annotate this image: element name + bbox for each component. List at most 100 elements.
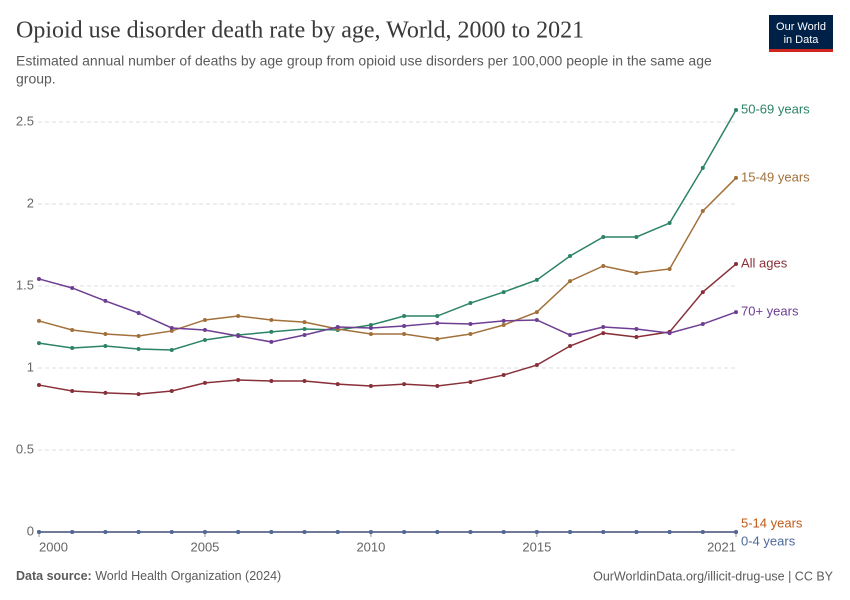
data-point: [468, 301, 473, 306]
data-point: [335, 530, 340, 534]
data-point: [402, 332, 407, 337]
data-point: [568, 279, 573, 284]
legend-label: 15-49 years: [741, 169, 810, 184]
data-point: [335, 325, 340, 329]
data-point: [37, 341, 41, 346]
x-tick-label: 2010: [356, 539, 385, 554]
data-point: [634, 335, 639, 340]
chart-subtitle: Estimated annual number of deaths by age…: [16, 53, 712, 69]
data-point: [37, 318, 41, 323]
y-tick-label: 2.5: [16, 113, 34, 128]
data-point: [700, 209, 705, 214]
data-point: [501, 323, 506, 328]
url-license[interactable]: OurWorldinData.org/illicit-drug-use | CC…: [593, 569, 834, 583]
data-point: [568, 333, 573, 338]
data-point: [601, 234, 606, 239]
x-tick-label: 2005: [190, 539, 219, 554]
series-line: [38, 263, 737, 395]
data-point: [368, 384, 373, 389]
data-point: [70, 327, 75, 332]
data-point: [70, 530, 75, 534]
data-point: [700, 322, 705, 327]
source-text: World Health Organization (2024): [95, 569, 281, 583]
data-point: [202, 317, 207, 322]
data-point: [103, 344, 108, 349]
data-point: [601, 331, 606, 336]
series-line: [38, 278, 737, 343]
data-point: [169, 328, 174, 333]
data-point: [534, 530, 539, 534]
data-point: [568, 253, 573, 258]
legend-label: 50-69 years: [741, 101, 810, 116]
y-tick-label: 2: [27, 195, 34, 210]
data-point: [169, 347, 174, 352]
data-point: [601, 530, 606, 534]
data-point: [601, 325, 606, 329]
data-point: [269, 317, 274, 322]
data-point: [70, 345, 75, 350]
chart-subtitle: group.: [16, 71, 56, 87]
data-point: [136, 311, 141, 316]
data-point: [667, 221, 672, 226]
data-point: [534, 363, 539, 368]
y-tick-label: 0: [27, 523, 34, 538]
data-point: [136, 346, 141, 351]
data-point: [634, 530, 639, 534]
logo-box: [769, 15, 833, 52]
data-point: [269, 339, 274, 344]
data-point: [468, 379, 473, 384]
data-point: [236, 530, 241, 534]
data-point: [634, 271, 639, 276]
data-point: [302, 320, 307, 325]
data-point: [734, 108, 738, 113]
data-point: [236, 334, 241, 339]
data-point: [435, 336, 440, 341]
data-point: [700, 165, 705, 170]
data-point: [103, 332, 108, 337]
data-point: [37, 530, 41, 534]
data-point: [136, 392, 141, 397]
data-point: [368, 530, 373, 534]
chart-title: Opioid use disorder death rate by age, W…: [16, 18, 584, 44]
data-point: [435, 384, 440, 389]
data-point: [236, 377, 241, 382]
data-point: [37, 383, 41, 388]
legend-label: 0-4 years: [741, 533, 796, 548]
data-point: [402, 382, 407, 387]
data-point: [568, 344, 573, 349]
x-tick-label: 2000: [39, 539, 68, 554]
data-point: [70, 285, 75, 290]
y-tick-label: 1: [27, 359, 34, 374]
logo[interactable]: Our World in Data: [769, 15, 833, 52]
data-point: [269, 530, 274, 534]
data-point: [667, 331, 672, 336]
data-point: [402, 530, 407, 534]
data-point: [169, 325, 174, 330]
legend-label: All ages: [741, 255, 788, 270]
data-point: [103, 530, 108, 534]
data-point: [435, 530, 440, 534]
data-point: [402, 314, 407, 319]
y-tick-label: 0.5: [16, 441, 34, 456]
data-point: [734, 310, 738, 315]
logo-bar: [769, 49, 833, 52]
data-point: [70, 388, 75, 393]
data-point: [302, 326, 307, 331]
data-point: [169, 530, 174, 534]
data-point: [236, 314, 241, 319]
data-point: [734, 530, 738, 534]
data-point: [103, 390, 108, 395]
data-point: [435, 314, 440, 319]
data-point: [501, 373, 506, 378]
data-point: [468, 530, 473, 534]
data-point: [368, 332, 373, 337]
data-point: [601, 263, 606, 268]
data-point: [734, 175, 738, 180]
logo-text: in Data: [784, 34, 820, 46]
data-point: [368, 325, 373, 330]
series-line: [38, 177, 737, 340]
data-point: [269, 329, 274, 334]
data-point: [103, 298, 108, 303]
data-point: [136, 334, 141, 339]
